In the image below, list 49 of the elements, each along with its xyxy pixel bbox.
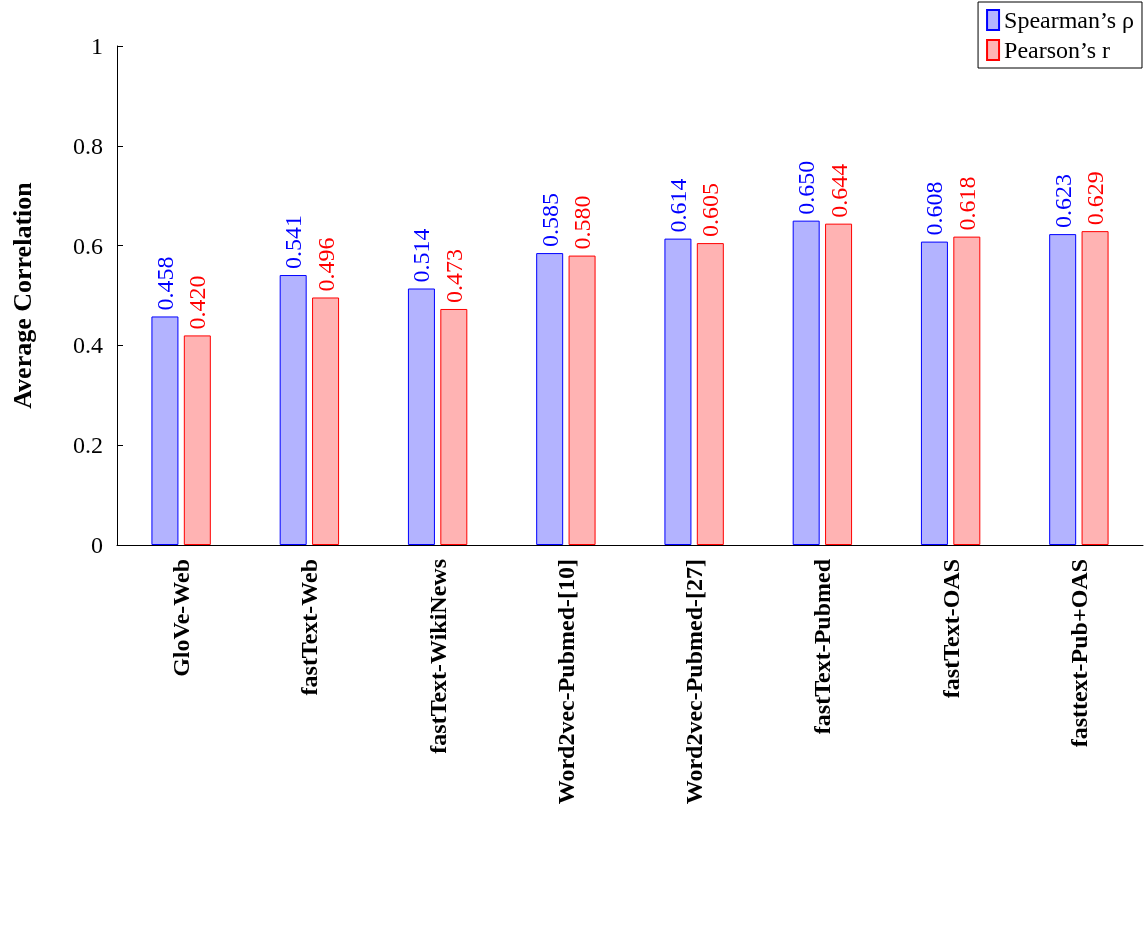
data-label: 0.541 [280,215,307,270]
bar [151,316,179,545]
data-label: 0.650 [793,160,820,215]
bar [1081,231,1109,545]
data-label: 0.629 [1082,171,1109,226]
bar [953,236,981,545]
y-tick-label: 0 [91,532,103,558]
x-tick-label: fastText-OAS [937,559,964,699]
y-tick-label: 0.6 [73,232,103,259]
bar [664,238,692,545]
x-tick-label: GloVe-Web [168,559,195,677]
bar [696,243,724,545]
y-tick-label: 0.4 [73,332,103,359]
data-label: 0.608 [921,181,948,236]
data-label: 0.473 [440,248,467,303]
y-tick-label: 0.2 [73,432,103,459]
y-axis-title: Average Correlation [7,181,37,409]
data-label: 0.644 [825,163,852,218]
bar [920,241,948,545]
data-label: 0.580 [569,195,596,250]
bar [536,253,564,545]
bar [825,223,853,545]
bar [183,335,211,545]
x-tick-label: fastText-Web [296,559,323,696]
data-label: 0.614 [664,178,691,233]
data-label: 0.458 [151,256,178,311]
x-tick-label: fastText-WikiNews [424,559,451,754]
data-label: 0.605 [697,183,724,238]
data-label: 0.496 [312,237,339,292]
data-label: 0.420 [184,275,211,330]
bar [1049,234,1077,545]
bar [279,275,307,545]
y-tick-label: 1 [91,33,103,59]
bar [407,288,435,545]
x-tick-label: fasttext-Pub+OAS [1065,559,1092,748]
x-tick-label: Word2vec-Pubmed-[27] [681,559,708,805]
x-tick-label: fastText-Pubmed [809,558,836,735]
data-label: 0.585 [536,193,563,248]
legend-label: Spearman’s ρ [1004,7,1134,33]
data-label: 0.618 [953,176,980,231]
legend-label: Pearson’s r [1004,37,1111,63]
bar [440,308,468,545]
data-label: 0.623 [1049,174,1076,229]
x-tick-label: Word2vec-Pubmed-[10] [552,559,579,805]
y-tick-label: 0.8 [73,132,103,159]
bar [792,220,820,545]
bar [312,297,340,545]
bar [568,255,596,545]
data-label: 0.514 [408,228,435,283]
